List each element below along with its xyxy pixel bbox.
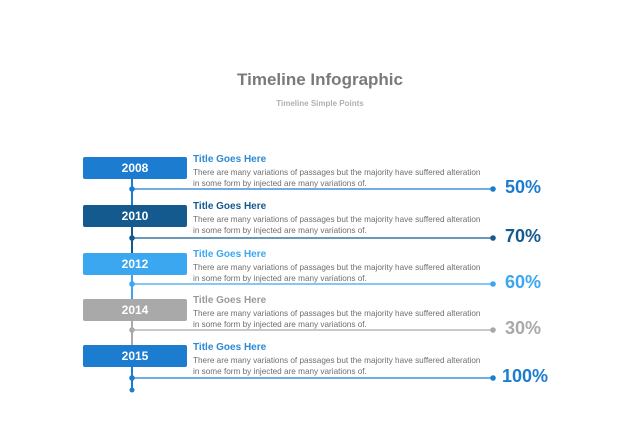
item-description-line: There are many variations of passages bu… — [193, 168, 481, 177]
percent-value: 100% — [502, 366, 549, 386]
timeline-end-dot — [129, 387, 135, 393]
percent-value: 50% — [505, 177, 542, 197]
item-title: Title Goes Here — [193, 295, 267, 306]
timeline-dot — [490, 327, 496, 333]
timeline-dot — [490, 375, 496, 381]
item-description: There are many variations of passages bu… — [193, 167, 503, 189]
timeline-dot — [129, 235, 135, 241]
timeline-dot — [490, 186, 496, 192]
timeline-dot — [490, 235, 496, 241]
year-badge: 2015 — [83, 345, 187, 367]
year-badge: 2012 — [83, 253, 187, 275]
item-description-line: There are many variations of passages bu… — [193, 215, 481, 224]
item-description: There are many variations of passages bu… — [193, 214, 503, 236]
item-description-line: There are many variations of passages bu… — [193, 263, 481, 272]
year-badge: 2010 — [83, 205, 187, 227]
item-title: Title Goes Here — [193, 249, 267, 260]
percent-value: 70% — [505, 226, 542, 246]
item-description-line: in some form by injected are many variat… — [193, 274, 367, 283]
timeline-dot — [129, 281, 135, 287]
item-description: There are many variations of passages bu… — [193, 355, 503, 377]
page-subtitle: Timeline Simple Points — [276, 99, 364, 108]
year-badge: 2014 — [83, 299, 187, 321]
percent-value: 60% — [505, 272, 542, 292]
item-title: Title Goes Here — [193, 342, 267, 353]
item-description: There are many variations of passages bu… — [193, 262, 503, 284]
timeline-dot — [129, 186, 135, 192]
item-title: Title Goes Here — [193, 154, 267, 165]
item-description: There are many variations of passages bu… — [193, 308, 503, 330]
item-title: Title Goes Here — [193, 201, 267, 212]
item-description-line: There are many variations of passages bu… — [193, 309, 481, 318]
page-title: Timeline Infographic — [237, 70, 403, 89]
timeline-dot — [129, 375, 135, 381]
item-description-line: in some form by injected are many variat… — [193, 226, 367, 235]
year-badge: 2008 — [83, 157, 187, 179]
timeline-dot — [129, 327, 135, 333]
item-description-line: There are many variations of passages bu… — [193, 356, 481, 365]
percent-value: 30% — [505, 318, 542, 338]
item-description-line: in some form by injected are many variat… — [193, 367, 367, 376]
timeline-dot — [490, 281, 496, 287]
item-description-line: in some form by injected are many variat… — [193, 320, 367, 329]
item-description-line: in some form by injected are many variat… — [193, 179, 367, 188]
